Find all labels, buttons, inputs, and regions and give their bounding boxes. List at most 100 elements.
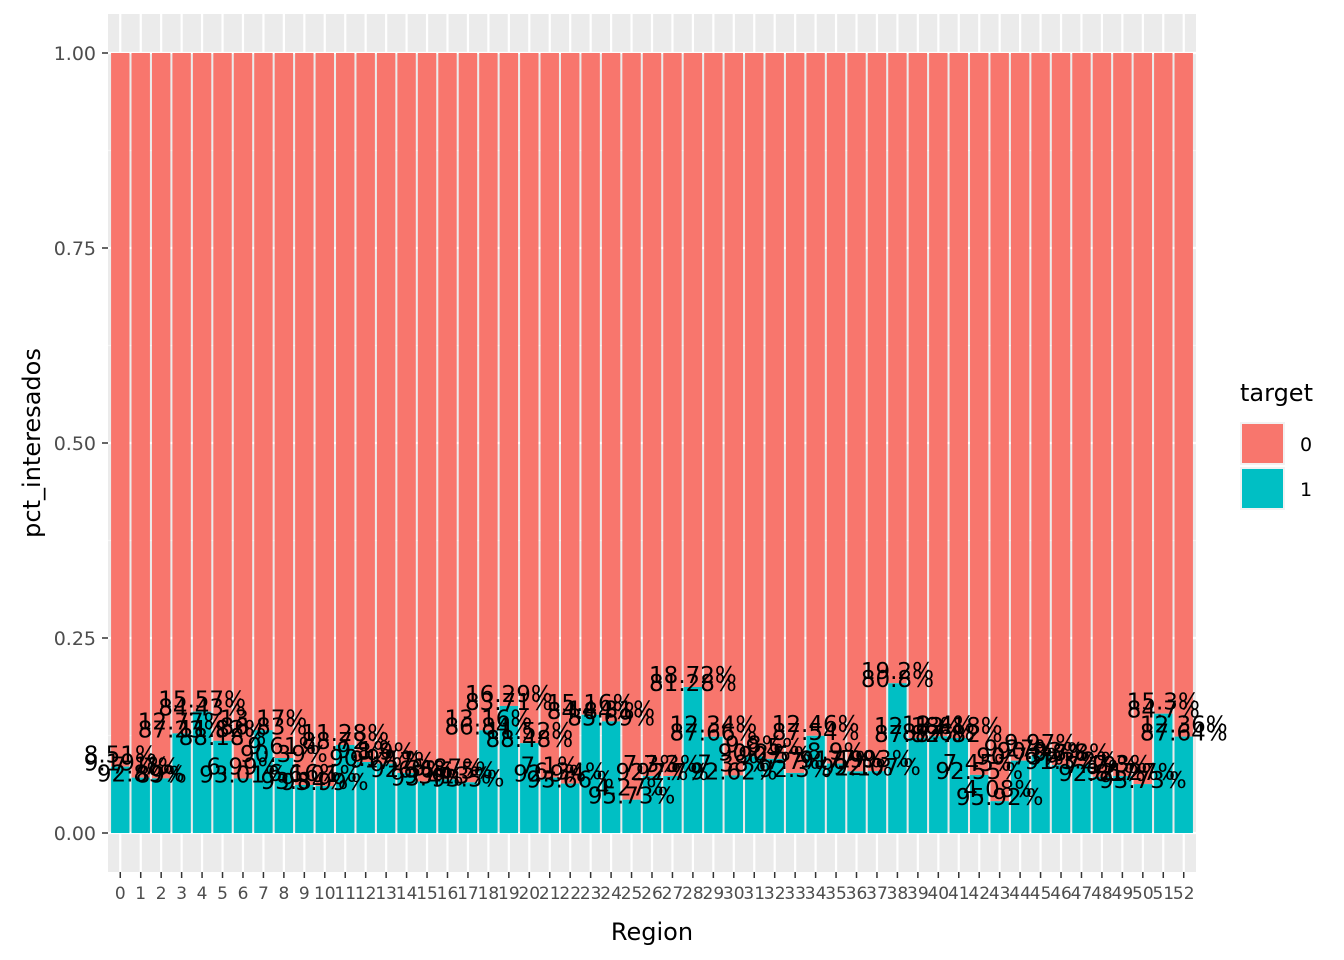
bar-label-target-0: 90.73% — [976, 745, 1064, 771]
bar-target-0 — [622, 53, 641, 800]
x-tick-label: 20 — [518, 884, 540, 904]
bar-label-target-1: 14.31% — [567, 697, 655, 723]
bar-target-0 — [1133, 53, 1153, 785]
y-tick-label: 0.75 — [54, 238, 96, 260]
bar-target-0 — [213, 53, 232, 741]
x-tick-label: 31 — [743, 884, 765, 904]
bar-target-0 — [397, 53, 416, 773]
bar-label-target-0: 80.8% — [861, 667, 934, 693]
bar-label-target-1: 7.93% — [840, 747, 913, 773]
bar-label-target-0: 93.13% — [404, 763, 492, 789]
bar-label-target-1: 6.01% — [288, 762, 361, 788]
bar-target-0 — [1174, 53, 1193, 737]
bar-label-target-1: 12.4% — [902, 712, 975, 738]
bar-target-0 — [356, 53, 375, 763]
bar-target-0 — [479, 53, 498, 731]
x-tick-label: 52 — [1173, 884, 1195, 904]
y-tick-label: 0.50 — [54, 433, 96, 455]
bar-target-1 — [806, 735, 825, 833]
bar-target-1 — [172, 733, 191, 833]
bar-label-target-0: 93.73% — [1099, 768, 1187, 794]
bar-target-1 — [458, 782, 478, 833]
bar-label-target-0: 84.43% — [158, 696, 246, 722]
bar-label-target-0: 91.3% — [1024, 749, 1097, 775]
bar-target-0 — [929, 53, 948, 737]
bar-label-target-1: 7.38% — [697, 751, 770, 777]
bar-target-0 — [642, 53, 662, 777]
bar-target-1 — [356, 762, 375, 833]
bar-label-target-0: 93.4% — [390, 766, 463, 792]
x-tick-label: 33 — [784, 884, 806, 904]
bar-label-target-1: 6.16% — [268, 761, 341, 787]
bar-target-0 — [745, 53, 764, 757]
legend-key-target-1 — [1242, 469, 1283, 508]
x-tick-label: 14 — [396, 884, 418, 904]
x-tick-label: 32 — [764, 884, 786, 904]
bar-target-0 — [540, 53, 559, 778]
bar-target-1 — [949, 737, 968, 833]
legend-key-target-0 — [1242, 424, 1283, 463]
x-tick-label: 2 — [156, 884, 167, 904]
bar-label-target-0: 92.7% — [636, 760, 709, 786]
bar-label-target-1: 9.5% — [745, 735, 803, 761]
bar-target-0 — [1051, 53, 1071, 766]
legend-label-target-1: 1 — [1300, 479, 1312, 501]
bar-target-0 — [315, 53, 334, 787]
x-axis: 0 1 2 3 4 5 6 7 8 9 101112131415161718192021222324… — [115, 872, 1195, 904]
x-tick-label: 1 — [135, 884, 146, 904]
bar-target-1 — [295, 784, 314, 833]
x-tick-label: 18 — [478, 884, 500, 904]
bar-label-target-0: 92.7% — [1086, 760, 1159, 786]
bar-label-target-1: 13.16% — [445, 706, 533, 732]
bar-label-target-0: 93.99% — [281, 770, 369, 796]
y-axis: 0.00 0.25 0.50 0.75 1.00 — [54, 43, 108, 845]
bar-target-1 — [336, 745, 355, 833]
bar-target-1 — [908, 737, 928, 833]
x-tick-label: 40 — [927, 884, 949, 904]
bar-label-target-1: 4.27% — [595, 776, 668, 802]
bar-label-target-1: 8.9% — [807, 740, 865, 766]
x-tick-label: 38 — [887, 884, 909, 904]
bar-label-target-1: 7.3% — [1093, 752, 1151, 778]
x-tick-label: 48 — [1091, 884, 1113, 904]
bar-label-target-0: 93.84% — [260, 769, 348, 795]
x-tick-label: 34 — [805, 884, 827, 904]
bar-label-target-0: 87.54% — [772, 720, 860, 746]
bar-target-1 — [704, 736, 723, 833]
bar-target-0 — [888, 53, 907, 684]
x-tick-label: 23 — [580, 884, 602, 904]
x-tick-label: 6 — [238, 884, 249, 904]
bar-label-target-0: 81.28% — [649, 671, 737, 697]
bar-label-target-1: 6.6% — [398, 758, 456, 784]
bar-target-0 — [336, 53, 355, 746]
bar-target-1 — [1031, 755, 1050, 833]
y-tick-label: 0.25 — [54, 628, 96, 650]
bar-label-target-0: 87.82% — [915, 722, 1003, 748]
bar-label-target-0: 90.03% — [997, 739, 1085, 765]
bar-label-target-0: 92.3% — [759, 757, 832, 783]
bar-target-1 — [397, 772, 416, 833]
bar-label-target-1: 8.51% — [84, 743, 157, 769]
x-axis-title: Region — [611, 918, 693, 946]
x-tick-label: 37 — [866, 884, 888, 904]
bar-label-target-1: 7.1% — [521, 754, 579, 780]
x-tick-label: 44 — [1009, 884, 1031, 904]
x-tick-label: 28 — [682, 884, 704, 904]
bar-target-0 — [295, 53, 314, 785]
bar-target-1 — [1092, 776, 1112, 833]
bar-target-0 — [274, 53, 294, 759]
bar-label-target-0: 88.18% — [179, 725, 267, 751]
bar-label-target-1: 12.18% — [874, 714, 962, 740]
bar-label-target-1: 12.18% — [915, 714, 1003, 740]
x-tick-label: 13 — [375, 884, 397, 904]
bar-target-1 — [1174, 736, 1193, 833]
legend-label-target-0: 0 — [1300, 434, 1312, 456]
bar-target-0 — [806, 53, 825, 736]
bar-target-1 — [1154, 713, 1173, 833]
bar-target-0 — [254, 53, 273, 731]
x-tick-label: 22 — [559, 884, 581, 904]
bar-label-target-1: 7% — [143, 754, 180, 780]
bar-label-target-0: 92.3% — [370, 757, 443, 783]
bar-label-target-1: 7.7% — [766, 749, 824, 775]
bars — [111, 53, 1193, 833]
